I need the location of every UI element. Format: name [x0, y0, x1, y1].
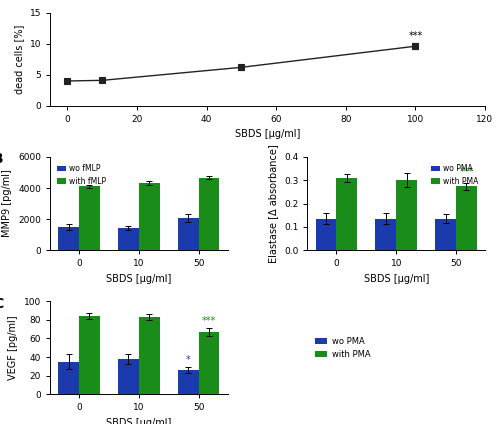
Bar: [79, 316, 100, 394]
Bar: [118, 359, 139, 394]
Bar: [139, 183, 160, 250]
Y-axis label: MMP9 [pg/ml]: MMP9 [pg/ml]: [2, 170, 12, 237]
Y-axis label: dead cells [%]: dead cells [%]: [14, 25, 24, 94]
Text: C: C: [0, 297, 4, 311]
Y-axis label: VEGF [pg/ml]: VEGF [pg/ml]: [8, 315, 18, 380]
Bar: [178, 218, 199, 250]
Bar: [396, 180, 417, 250]
X-axis label: SBDS [µg/ml]: SBDS [µg/ml]: [364, 273, 429, 284]
X-axis label: SBDS [µg/ml]: SBDS [µg/ml]: [235, 129, 300, 139]
Text: *: *: [186, 355, 190, 365]
Bar: [58, 362, 79, 394]
Text: ***: ***: [460, 167, 473, 177]
Bar: [316, 219, 336, 250]
Text: ***: ***: [408, 31, 422, 41]
Legend: wo fMLP, with fMLP: wo fMLP, with fMLP: [54, 161, 110, 189]
Bar: [198, 178, 220, 250]
X-axis label: SBDS [µg/ml]: SBDS [µg/ml]: [106, 273, 172, 284]
Bar: [435, 219, 456, 250]
Bar: [198, 332, 220, 394]
Bar: [456, 186, 477, 250]
Bar: [79, 187, 100, 250]
Text: B: B: [0, 152, 4, 166]
Legend: wo PMA, with PMA: wo PMA, with PMA: [428, 161, 481, 189]
Text: ***: ***: [202, 316, 216, 326]
Bar: [178, 370, 199, 394]
Bar: [376, 219, 396, 250]
Bar: [139, 317, 160, 394]
Bar: [336, 178, 357, 250]
Bar: [58, 227, 79, 250]
X-axis label: SBDS [µg/ml]: SBDS [µg/ml]: [106, 418, 172, 424]
Legend: wo PMA, with PMA: wo PMA, with PMA: [312, 333, 374, 362]
Y-axis label: Elastase [Δ absorbance]: Elastase [Δ absorbance]: [268, 144, 278, 263]
Bar: [118, 229, 139, 250]
